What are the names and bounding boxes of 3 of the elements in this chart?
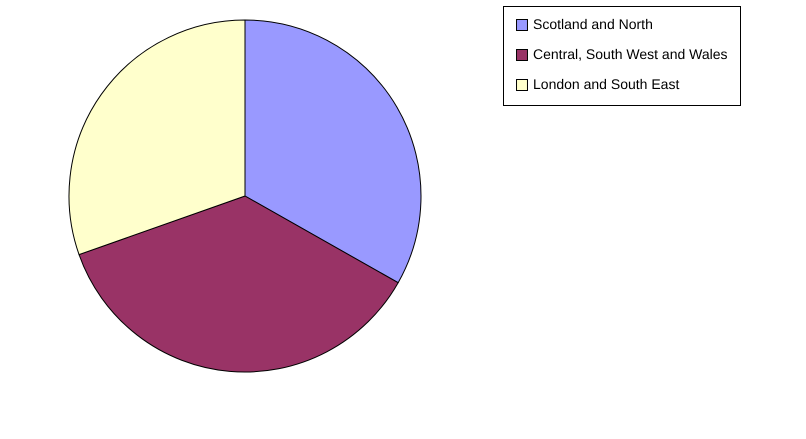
legend-label: London and South East: [533, 76, 680, 92]
legend-label: Scotland and North: [533, 16, 653, 32]
legend-label: Central, South West and Wales: [533, 46, 728, 62]
